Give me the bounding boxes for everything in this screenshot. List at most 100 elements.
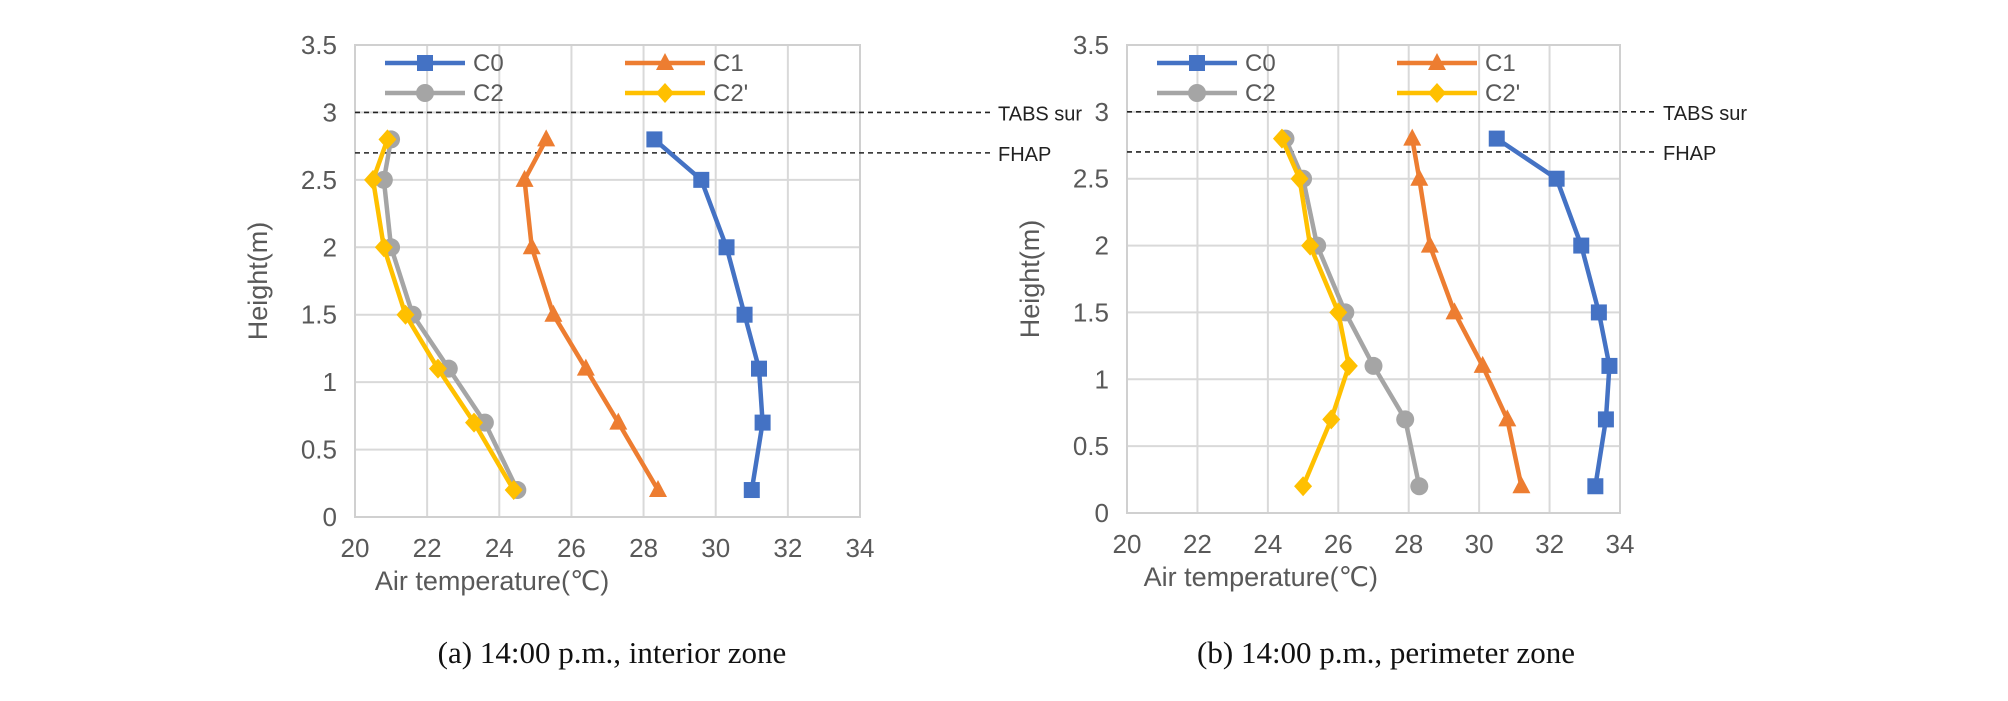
legend-item: C1 <box>625 50 744 77</box>
reference-line-label: TABS sur <box>1663 103 1747 125</box>
legend-item: C1 <box>1397 50 1516 77</box>
series-layer <box>1272 128 1618 497</box>
legend-label: C1 <box>713 50 744 77</box>
series-C0 <box>646 131 771 499</box>
data-point <box>374 170 393 189</box>
legend-marker <box>417 55 433 71</box>
legend-item: C2 <box>1157 80 1276 107</box>
data-point <box>736 306 753 323</box>
x-tick-label: 26 <box>557 533 586 563</box>
legend: C0 C1 C2 C2' <box>1157 50 1520 107</box>
x-tick-labels: 20 22 24 26 28 30 32 34 <box>341 533 875 563</box>
data-point <box>754 414 771 431</box>
x-tick-label: 30 <box>1465 529 1494 559</box>
data-point <box>1396 410 1415 429</box>
data-point <box>544 304 563 322</box>
y-tick-label: 2 <box>1095 231 1109 261</box>
reference-line-label: TABS sur <box>998 103 1082 125</box>
plot-area <box>1126 44 1621 514</box>
figure-caption: (b) 14:00 p.m., perimeter zone <box>1197 635 1575 670</box>
data-point <box>1410 477 1429 496</box>
data-point <box>428 358 447 379</box>
series-layer <box>364 129 771 501</box>
data-point <box>1403 128 1422 146</box>
y-tick-label: 1.5 <box>1073 297 1109 327</box>
series-C1 <box>1403 128 1531 494</box>
data-point <box>1498 409 1517 427</box>
data-point <box>364 169 383 190</box>
legend-label: C2' <box>1485 80 1520 107</box>
data-point <box>1488 130 1505 147</box>
x-tick-label: 26 <box>1324 529 1353 559</box>
y-tick-labels: 0 0.5 1 1.5 2 2.5 3 3.5 <box>301 30 337 532</box>
x-axis-label: Air temperature(℃) <box>375 566 609 596</box>
data-point <box>1272 128 1291 149</box>
x-tick-label: 28 <box>1394 529 1423 559</box>
y-tick-label: 3 <box>1095 97 1109 127</box>
y-tick-label: 0 <box>323 502 337 532</box>
data-point <box>1597 411 1614 428</box>
data-point <box>1601 357 1618 374</box>
legend-marker <box>656 83 674 103</box>
legend-marker <box>1188 84 1206 102</box>
y-tick-label: 3.5 <box>301 30 337 60</box>
y-tick-label: 2 <box>323 232 337 262</box>
data-point <box>1294 476 1313 497</box>
data-point <box>1410 168 1429 186</box>
data-point <box>522 237 541 255</box>
data-point <box>1364 356 1383 375</box>
legend-item: C0 <box>1157 50 1276 77</box>
legend-marker <box>416 84 434 102</box>
data-point <box>576 358 595 376</box>
x-tick-label: 20 <box>341 533 370 563</box>
data-point <box>396 304 415 325</box>
y-tick-label: 0.5 <box>1073 431 1109 461</box>
series-C2' <box>1272 128 1358 497</box>
data-point <box>374 237 393 258</box>
y-tick-label: 0 <box>1095 498 1109 528</box>
x-tick-label: 34 <box>1606 529 1635 559</box>
data-point <box>1339 355 1358 376</box>
legend-label: C0 <box>473 50 504 77</box>
data-point <box>465 412 484 433</box>
data-point <box>751 360 767 377</box>
data-point <box>1473 355 1492 373</box>
x-tick-label: 22 <box>413 533 442 563</box>
x-tick-label: 22 <box>1183 529 1212 559</box>
x-tick-label: 32 <box>773 533 802 563</box>
data-point <box>609 412 628 430</box>
legend-marker <box>1428 53 1446 70</box>
legend: C0 C1 C2 C2' <box>385 50 748 107</box>
y-tick-label: 2.5 <box>1073 164 1109 194</box>
legend-label: C2 <box>473 80 504 107</box>
data-point <box>537 129 556 147</box>
data-point <box>646 131 663 148</box>
data-point <box>504 480 523 501</box>
grid <box>354 44 861 518</box>
legend-label: C2 <box>1245 80 1276 107</box>
data-point <box>1290 168 1309 189</box>
y-tick-label: 3 <box>323 97 337 127</box>
legend-item: C0 <box>385 50 504 77</box>
data-point <box>1587 478 1604 495</box>
x-tick-label: 32 <box>1535 529 1564 559</box>
legend-item: C2' <box>625 80 748 107</box>
x-tick-label: 20 <box>1113 529 1142 559</box>
series-C2' <box>364 129 523 501</box>
series-C0 <box>1488 130 1618 495</box>
plot-area <box>354 44 861 518</box>
legend-label: C2' <box>713 80 748 107</box>
data-point <box>1573 237 1590 254</box>
legend-marker <box>656 53 674 70</box>
y-tick-label: 2.5 <box>301 165 337 195</box>
data-point <box>693 171 710 188</box>
data-point <box>1322 409 1341 430</box>
y-axis-label: Height(m) <box>1015 220 1045 339</box>
legend-marker <box>1428 83 1446 103</box>
y-tick-label: 1.5 <box>301 300 337 330</box>
x-tick-label: 28 <box>629 533 658 563</box>
data-point <box>1512 476 1531 494</box>
data-point <box>649 480 667 498</box>
data-point <box>1420 235 1439 253</box>
